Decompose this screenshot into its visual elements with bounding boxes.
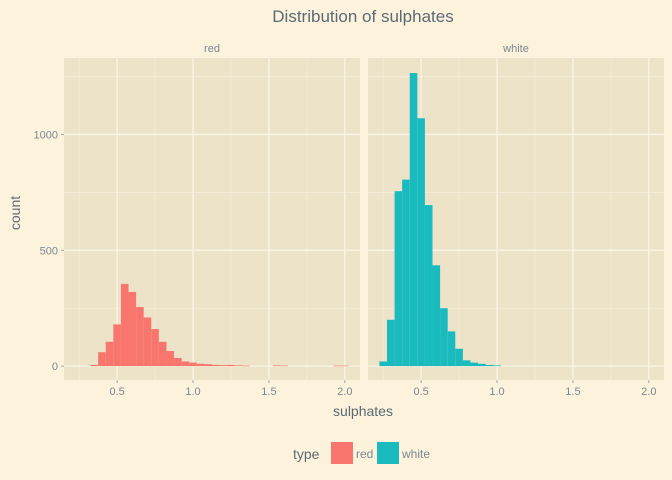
histogram-bar bbox=[166, 351, 175, 367]
facet-strip-red bbox=[64, 38, 360, 58]
legend-items: red white bbox=[331, 442, 430, 464]
histogram-bar bbox=[120, 283, 129, 367]
histogram-bar bbox=[181, 361, 190, 367]
chart-title: Distribution of sulphates bbox=[272, 7, 453, 26]
histogram-bar bbox=[470, 362, 479, 367]
y-tick-label: 1000 bbox=[34, 129, 58, 141]
histogram-bar bbox=[151, 329, 159, 367]
histogram-bar bbox=[136, 307, 144, 367]
histogram-bar bbox=[409, 73, 418, 367]
panel-white: white 0.5 1.0 1.5 2.0 bbox=[368, 38, 664, 398]
histogram-bar bbox=[417, 118, 425, 367]
y-axis: 0 500 1000 bbox=[34, 129, 64, 373]
histogram-bar bbox=[386, 319, 395, 367]
histogram-bar bbox=[272, 365, 281, 367]
facet-strip-label-white: white bbox=[502, 43, 529, 55]
histogram-bar bbox=[402, 179, 410, 367]
histogram-bar bbox=[158, 341, 167, 367]
histogram-bar bbox=[196, 363, 205, 367]
histogram-bar bbox=[333, 365, 342, 367]
histogram-bar bbox=[234, 365, 243, 367]
histogram-bar bbox=[462, 360, 471, 367]
histogram-bar bbox=[98, 352, 106, 367]
histogram-bar bbox=[394, 191, 403, 367]
facet-strip-white bbox=[368, 38, 664, 58]
x-tick-label: 0.5 bbox=[109, 386, 124, 398]
legend-item-white: white bbox=[377, 442, 430, 464]
legend: type red white bbox=[293, 442, 430, 464]
histogram-bar bbox=[128, 291, 137, 367]
histogram-bar bbox=[212, 364, 220, 367]
legend-swatch-white bbox=[377, 442, 399, 464]
histogram-bar bbox=[424, 205, 433, 367]
histogram-bar bbox=[227, 364, 235, 367]
x-tick-label: 1.5 bbox=[261, 386, 276, 398]
y-tick-label: 500 bbox=[40, 245, 58, 257]
histogram-bar bbox=[90, 364, 99, 367]
x-axis-red: 0.5 1.0 1.5 2.0 bbox=[109, 380, 352, 398]
histogram-bar bbox=[280, 365, 288, 367]
y-axis-title: count bbox=[7, 196, 23, 230]
facet-strip-label-red: red bbox=[204, 43, 220, 55]
histogram-bar bbox=[485, 364, 494, 367]
histogram-bar bbox=[432, 265, 441, 367]
histogram-bar bbox=[455, 348, 463, 367]
x-axis-title: sulphates bbox=[333, 403, 393, 419]
histogram-bar bbox=[447, 331, 456, 367]
x-tick-label: 1.0 bbox=[185, 386, 200, 398]
legend-title: type bbox=[293, 446, 320, 462]
panel-background-red bbox=[64, 58, 360, 380]
histogram-bar bbox=[143, 317, 152, 367]
legend-swatch-red bbox=[331, 442, 353, 464]
histogram-bar bbox=[493, 365, 501, 367]
histogram-bar bbox=[204, 364, 212, 367]
histogram-bar bbox=[113, 324, 121, 367]
x-tick-label: 2.0 bbox=[641, 386, 656, 398]
histogram-bar bbox=[440, 308, 448, 367]
bars-red bbox=[90, 283, 349, 367]
legend-label-white: white bbox=[401, 447, 430, 461]
x-tick-label: 1.5 bbox=[565, 386, 580, 398]
y-tick-label: 0 bbox=[52, 361, 58, 373]
bars-white bbox=[379, 73, 501, 367]
x-tick-label: 0.5 bbox=[413, 386, 428, 398]
panel-red: red 0.5 1.0 1.5 2.0 bbox=[64, 38, 360, 398]
histogram-bar bbox=[379, 361, 387, 367]
histogram-bar bbox=[242, 365, 250, 367]
histogram-bar bbox=[105, 341, 114, 367]
histogram-bar bbox=[189, 362, 197, 367]
panels-layer: red 0.5 1.0 1.5 2.0 white 0.5 1.0 1.5 2.0 bbox=[64, 38, 664, 398]
x-tick-label: 2.0 bbox=[337, 386, 352, 398]
legend-label-red: red bbox=[356, 447, 373, 461]
histogram-bar bbox=[174, 357, 182, 367]
x-tick-label: 1.0 bbox=[489, 386, 504, 398]
gridlines-red bbox=[64, 58, 360, 380]
histogram-bar bbox=[219, 365, 228, 367]
histogram-bar bbox=[478, 363, 486, 367]
x-axis-white: 0.5 1.0 1.5 2.0 bbox=[413, 380, 656, 398]
histogram-bar bbox=[341, 365, 349, 367]
legend-item-red: red bbox=[331, 442, 373, 464]
